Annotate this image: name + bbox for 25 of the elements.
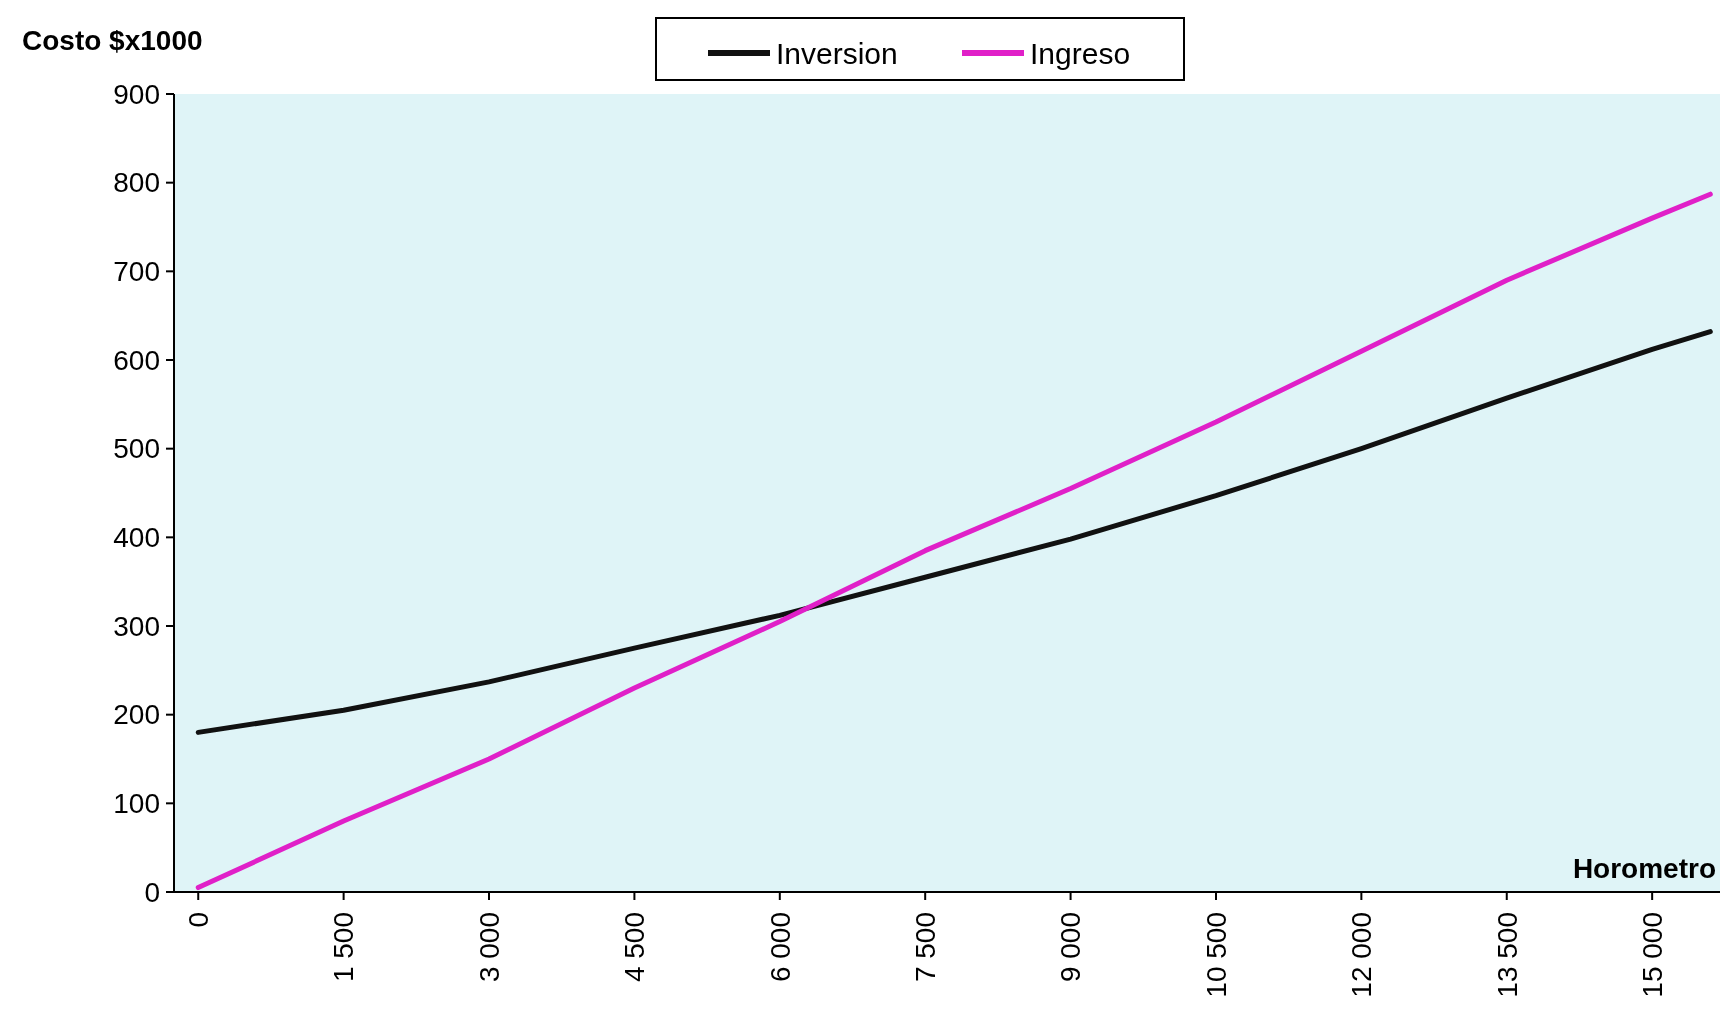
x-axis-title: Horometro [1572, 853, 1716, 884]
y-tick-label: 600 [113, 344, 160, 376]
x-tick-label: 10 500 [1200, 912, 1232, 998]
x-tick-label: 9 000 [1055, 912, 1087, 983]
legend-label: Ingreso [1030, 36, 1131, 70]
y-tick-label: 200 [113, 699, 160, 731]
y-tick-label: 800 [113, 167, 160, 199]
y-tick-label: 700 [113, 256, 160, 288]
legend-label: Inversion [776, 36, 898, 70]
x-tick-label: 13 500 [1491, 912, 1523, 998]
x-tick-label: 4 500 [619, 912, 651, 983]
x-tick-label: 3 000 [473, 912, 505, 983]
y-tick-label: 500 [113, 433, 160, 465]
y-tick-label: 300 [113, 610, 160, 642]
x-tick-label: 6 000 [764, 912, 796, 983]
x-tick-label: 7 500 [909, 912, 941, 983]
x-tick-label: 15 000 [1636, 912, 1668, 998]
x-tick-label: 12 000 [1346, 912, 1378, 998]
x-tick-label: 1 500 [328, 912, 360, 983]
x-tick-label: 0 [183, 912, 215, 928]
y-tick-label: 0 [144, 876, 160, 908]
y-tick-label: 400 [113, 522, 160, 554]
y-axis-title: Costo $x1000 [22, 25, 203, 56]
y-tick-label: 100 [113, 788, 160, 820]
y-tick-label: 900 [113, 78, 160, 110]
